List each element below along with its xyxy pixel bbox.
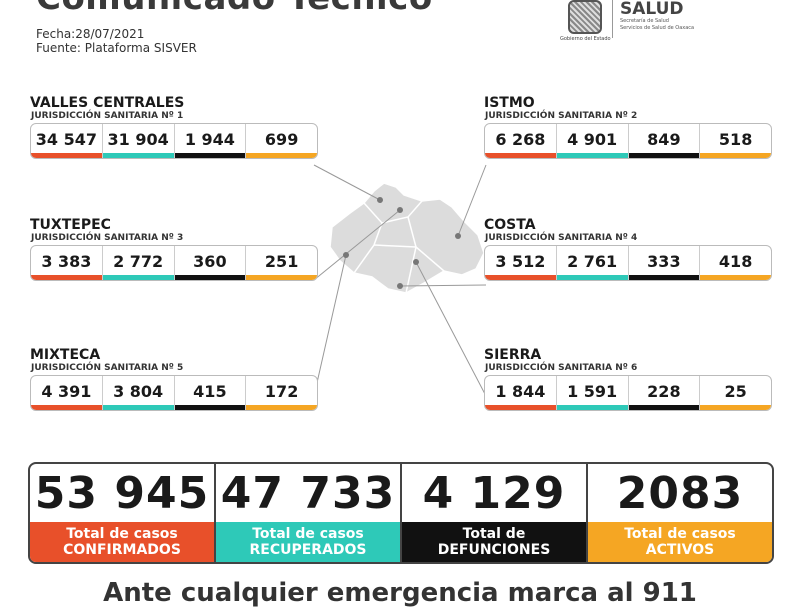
region-name: TUXTEPEC bbox=[30, 217, 111, 233]
total-deaths: 4 129 Total de DEFUNCIONES bbox=[402, 464, 588, 562]
region-jurisdiction: JURISDICCIÓN SANITARIA Nº 5 bbox=[31, 363, 184, 373]
government-caption: Gobierno del Estado bbox=[560, 36, 611, 42]
salud-brand-sub2: Servicios de Salud de Oaxaca bbox=[620, 25, 695, 31]
region-name: COSTA bbox=[484, 217, 536, 233]
connector-mixteca bbox=[313, 254, 347, 397]
active-count: 418 bbox=[700, 246, 771, 280]
region-jurisdiction: JURISDICCIÓN SANITARIA Nº 6 bbox=[485, 363, 638, 373]
region-name: ISTMO bbox=[484, 95, 535, 111]
region-istmo: ISTMO JURISDICCIÓN SANITARIA Nº 2 6 268 … bbox=[484, 96, 772, 159]
recovered-count: 4 901 bbox=[556, 124, 629, 158]
region-jurisdiction: JURISDICCIÓN SANITARIA Nº 1 bbox=[31, 111, 184, 121]
region-jurisdiction: JURISDICCIÓN SANITARIA Nº 4 bbox=[485, 233, 638, 243]
confirmed-count: 3 512 bbox=[485, 246, 557, 280]
map-dot-costa bbox=[397, 283, 403, 289]
connector-istmo bbox=[457, 164, 487, 237]
salud-brand-sub1: Secretaría de Salud bbox=[620, 18, 669, 24]
confirmed-count: 4 391 bbox=[31, 376, 103, 410]
total-label: Total de casos RECUPERADOS bbox=[216, 522, 400, 562]
deaths-count: 415 bbox=[174, 376, 247, 410]
deaths-count: 228 bbox=[628, 376, 701, 410]
deaths-count: 360 bbox=[174, 246, 247, 280]
region-costa: COSTA JURISDICCIÓN SANITARIA Nº 4 3 512 … bbox=[484, 218, 772, 281]
total-value: 47 733 bbox=[220, 467, 396, 519]
total-value: 4 129 bbox=[422, 467, 566, 519]
salud-logo: SALUD Secretaría de Salud Servicios de S… bbox=[620, 0, 694, 32]
total-label: Total de casos ACTIVOS bbox=[588, 522, 772, 562]
region-mixteca: MIXTECA JURISDICCIÓN SANITARIA Nº 5 4 39… bbox=[30, 348, 318, 411]
salud-brand: SALUD bbox=[620, 0, 684, 19]
active-count: 25 bbox=[700, 376, 771, 410]
region-name: SIERRA bbox=[484, 347, 542, 363]
state-seal-icon bbox=[568, 0, 602, 34]
total-label: Total de DEFUNCIONES bbox=[402, 522, 586, 562]
report-source: Fuente: Plataforma SISVER bbox=[36, 41, 197, 55]
map-shape bbox=[329, 182, 485, 294]
active-count: 699 bbox=[246, 124, 317, 158]
total-value: 53 945 bbox=[34, 467, 210, 519]
oaxaca-map bbox=[329, 182, 485, 294]
map-dot-mixteca bbox=[343, 252, 349, 258]
report-date: Fecha:28/07/2021 bbox=[36, 27, 145, 41]
connector-sierra bbox=[415, 261, 487, 397]
recovered-count: 2 772 bbox=[102, 246, 175, 280]
connector-valles bbox=[313, 164, 381, 201]
total-confirmed: 53 945 Total de casos CONFIRMADOS bbox=[30, 464, 216, 562]
emergency-footer: Ante cualquier emergencia marca al 911 bbox=[103, 578, 697, 608]
government-logo: Gobierno del Estado bbox=[560, 0, 611, 44]
region-sierra: SIERRA JURISDICCIÓN SANITARIA Nº 6 1 844… bbox=[484, 348, 772, 411]
deaths-count: 333 bbox=[628, 246, 701, 280]
map-border bbox=[415, 246, 445, 272]
map-dot-tuxtepec bbox=[397, 207, 403, 213]
active-count: 251 bbox=[246, 246, 317, 280]
region-name: VALLES CENTRALES bbox=[30, 95, 185, 111]
logo-divider bbox=[612, 0, 613, 38]
map-dot-sierra bbox=[413, 259, 419, 265]
region-valles-centrales: VALLES CENTRALES JURISDICCIÓN SANITARIA … bbox=[30, 96, 318, 159]
deaths-count: 849 bbox=[628, 124, 701, 158]
total-active: 2083 Total de casos ACTIVOS bbox=[588, 464, 772, 562]
recovered-count: 2 761 bbox=[556, 246, 629, 280]
region-name: MIXTECA bbox=[30, 347, 101, 363]
total-value: 2083 bbox=[616, 467, 744, 519]
active-count: 518 bbox=[700, 124, 771, 158]
recovered-count: 3 804 bbox=[102, 376, 175, 410]
deaths-count: 1 944 bbox=[174, 124, 247, 158]
map-dot-istmo bbox=[455, 233, 461, 239]
region-tuxtepec: TUXTEPEC JURISDICCIÓN SANITARIA Nº 3 3 3… bbox=[30, 218, 318, 281]
confirmed-count: 1 844 bbox=[485, 376, 557, 410]
total-recovered: 47 733 Total de casos RECUPERADOS bbox=[216, 464, 402, 562]
page-title: Comunicado Técnico bbox=[36, 0, 433, 18]
map-border bbox=[373, 244, 417, 248]
connector-tuxtepec bbox=[313, 209, 401, 281]
active-count: 172 bbox=[246, 376, 317, 410]
confirmed-count: 3 383 bbox=[31, 246, 103, 280]
confirmed-count: 34 547 bbox=[31, 124, 103, 158]
region-jurisdiction: JURISDICCIÓN SANITARIA Nº 3 bbox=[31, 233, 184, 243]
confirmed-count: 6 268 bbox=[485, 124, 557, 158]
connector-costa bbox=[399, 284, 487, 287]
region-jurisdiction: JURISDICCIÓN SANITARIA Nº 2 bbox=[485, 111, 638, 121]
recovered-count: 31 904 bbox=[102, 124, 175, 158]
map-border bbox=[353, 202, 383, 274]
map-dot-valles bbox=[377, 197, 383, 203]
totals-panel: 53 945 Total de casos CONFIRMADOS 47 733 … bbox=[28, 462, 774, 564]
recovered-count: 1 591 bbox=[556, 376, 629, 410]
total-label: Total de casos CONFIRMADOS bbox=[30, 522, 214, 562]
